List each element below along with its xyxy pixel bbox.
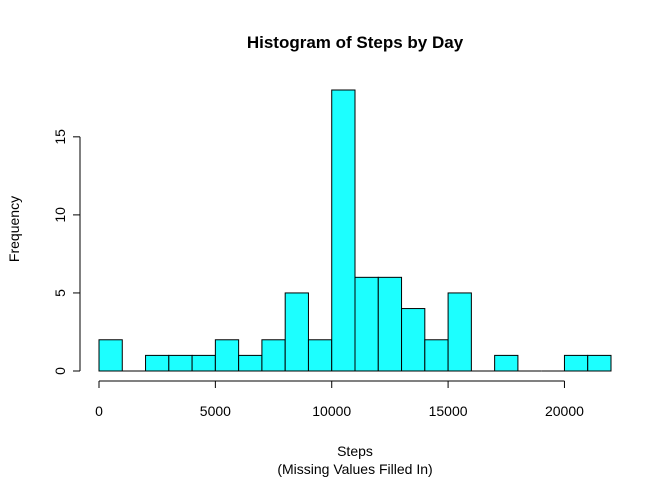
y-tick-label: 0: [52, 367, 68, 375]
histogram-bar: [168, 354, 193, 372]
y-tick-label: 15: [52, 129, 68, 145]
histogram-bar: [145, 354, 170, 372]
histogram-bar: [494, 354, 519, 372]
histogram-bar: [214, 339, 240, 372]
y-axis-ticks: 0 5 10 15: [52, 129, 80, 375]
x-axis-ticks: 0 5000 10000 15000 20000: [95, 381, 584, 419]
histogram-bar: [587, 354, 612, 372]
x-tick-label: 5000: [200, 403, 231, 419]
histogram-bar: [424, 339, 449, 372]
histogram-bar: [98, 339, 123, 372]
y-tick-label: 10: [52, 207, 68, 223]
histogram-bar: [354, 276, 379, 372]
histogram-bar: [377, 276, 403, 372]
histogram-bar: [447, 292, 472, 372]
histogram-bar: [284, 292, 309, 372]
bars-group: [98, 89, 612, 372]
histogram-bar: [401, 308, 426, 372]
y-tick-label: 5: [52, 289, 68, 297]
histogram-bar: [331, 89, 356, 372]
x-axis-label: Steps: [337, 443, 373, 459]
y-axis-label: Frequency: [6, 196, 22, 262]
x-tick-label: 0: [95, 403, 103, 419]
x-tick-label: 10000: [312, 403, 351, 419]
histogram-bar: [191, 354, 216, 372]
x-tick-label: 20000: [545, 403, 584, 419]
histogram-bar: [307, 339, 333, 372]
x-axis-sublabel: (Missing Values Filled In): [277, 461, 432, 477]
x-tick-label: 15000: [429, 403, 468, 419]
chart-title: Histogram of Steps by Day: [247, 33, 464, 52]
histogram-bar: [563, 354, 589, 372]
histogram-bar: [261, 339, 286, 372]
histogram-bar: [238, 354, 263, 372]
